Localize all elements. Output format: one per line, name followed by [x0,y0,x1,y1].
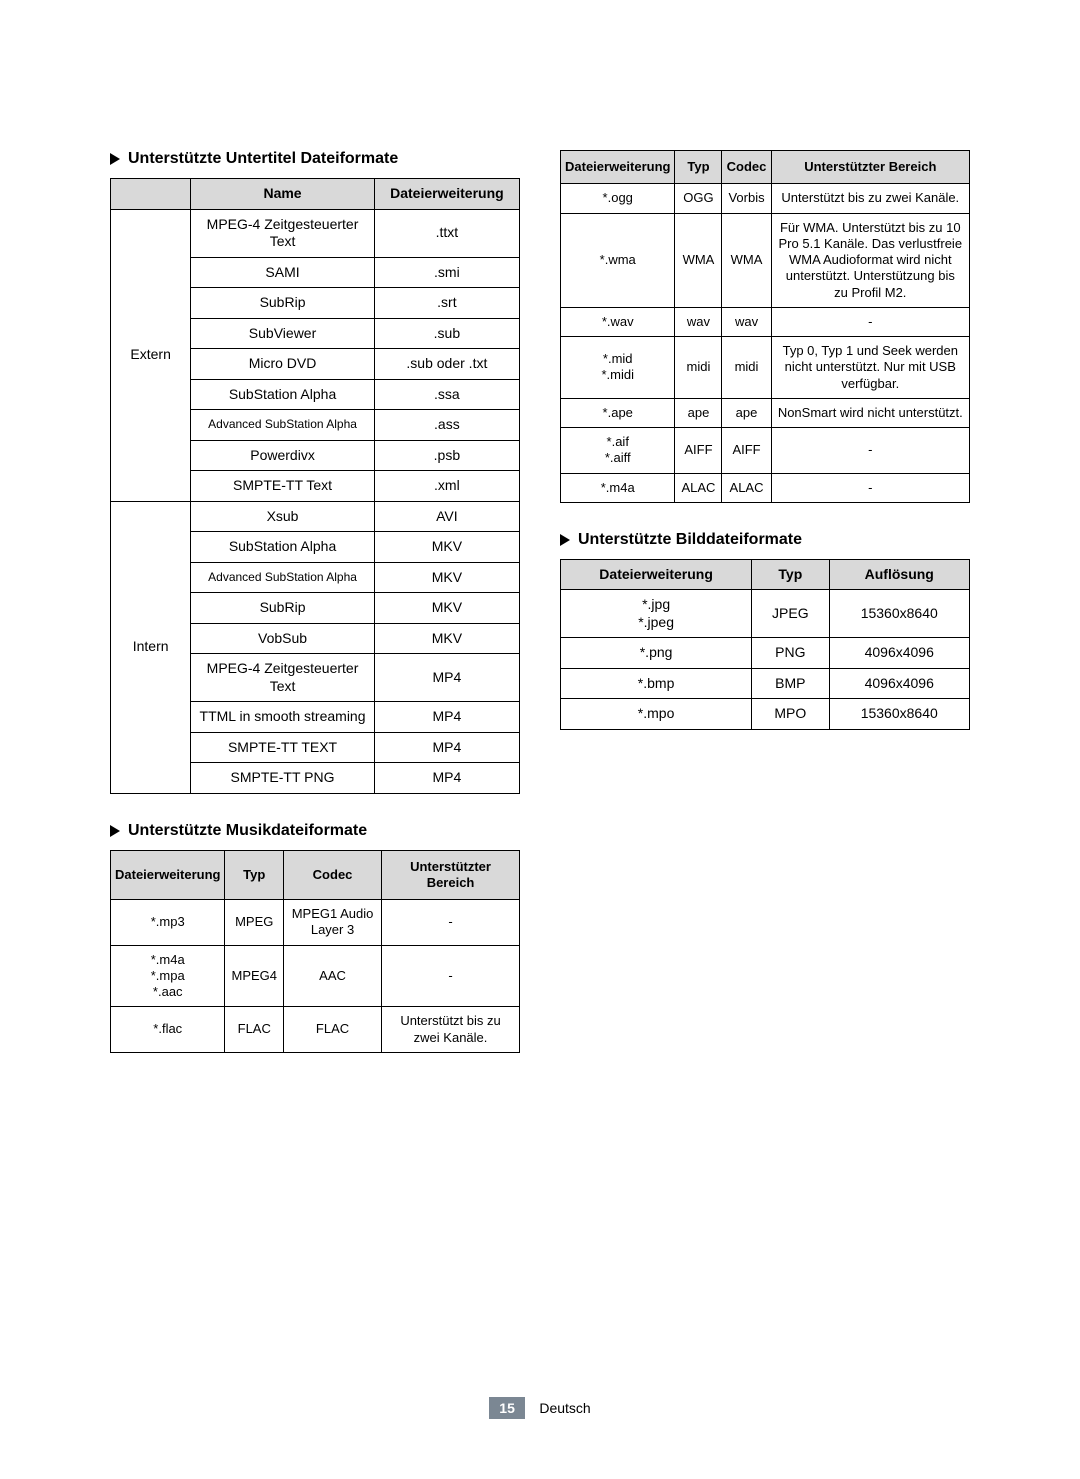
category-intern: Intern [111,501,191,793]
table-row: *.flac FLAC FLAC Unterstützt bis zu zwei… [111,1007,520,1053]
image-formats-heading: Unterstützte Bilddateiformate [560,531,970,549]
page-number: 15 [489,1397,525,1419]
col-ext: Dateierweiterung [561,559,752,590]
play-arrow-icon [110,825,120,837]
col-type: Typ [675,151,722,184]
table-row: *.m4a ALAC ALAC - [561,473,970,502]
heading-text: Unterstützte Bilddateiformate [578,531,802,549]
col-codec: Codec [284,850,382,900]
play-arrow-icon [110,153,120,165]
table-row: *.png PNG 4096x4096 [561,638,970,669]
col-type: Typ [752,559,829,590]
col-range: Unterstützter Bereich [382,850,520,900]
table-row: *.mp3 MPEG MPEG1 Audio Layer 3 - [111,900,520,946]
table-row: *.m4a *.mpa *.aac MPEG4 AAC - [111,945,520,1007]
col-ext: Dateierweiterung [111,850,225,900]
table-row: *.bmp BMP 4096x4096 [561,668,970,699]
table-row: *.wma WMA WMA Für WMA. Unterstützt bis z… [561,213,970,307]
table-row: *.ape ape ape NonSmart wird nicht unters… [561,398,970,427]
col-codec: Codec [722,151,771,184]
col-type: Typ [225,850,284,900]
heading-text: Unterstützte Untertitel Dateiformate [128,150,398,168]
col-res: Auflösung [829,559,970,590]
table-row: Extern MPEG-4 Zeitgesteuerter Text .ttxt [111,209,520,257]
subtitle-formats-heading: Unterstützte Untertitel Dateiformate [110,150,520,168]
table-row: *.wav wav wav - [561,307,970,336]
heading-text: Unterstützte Musikdateiformate [128,822,367,840]
category-extern: Extern [111,209,191,501]
music-formats-table-right: Dateierweiterung Typ Codec Unterstützter… [560,150,970,503]
col-range: Unterstützter Bereich [771,151,969,184]
table-row: *.mid *.midi midi midi Typ 0, Typ 1 und … [561,337,970,399]
col-ext: Dateierweiterung [374,179,519,210]
table-row: Intern Xsub AVI [111,501,520,532]
page-footer: 15 Deutsch [0,1397,1080,1419]
col-category [111,179,191,210]
subtitle-formats-table: Name Dateierweiterung Extern MPEG-4 Zeit… [110,178,520,794]
col-name: Name [191,179,375,210]
image-formats-table: Dateierweiterung Typ Auflösung *.jpg *.j… [560,559,970,730]
table-row: *.jpg *.jpeg JPEG 15360x8640 [561,590,970,638]
col-ext: Dateierweiterung [561,151,675,184]
play-arrow-icon [560,534,570,546]
music-formats-table-left: Dateierweiterung Typ Codec Unterstützter… [110,850,520,1053]
page-language: Deutsch [529,1400,590,1416]
music-formats-heading: Unterstützte Musikdateiformate [110,822,520,840]
table-row: *.aif *.aiff AIFF AIFF - [561,428,970,474]
table-row: *.mpo MPO 15360x8640 [561,699,970,730]
table-row: *.ogg OGG Vorbis Unterstützt bis zu zwei… [561,184,970,213]
